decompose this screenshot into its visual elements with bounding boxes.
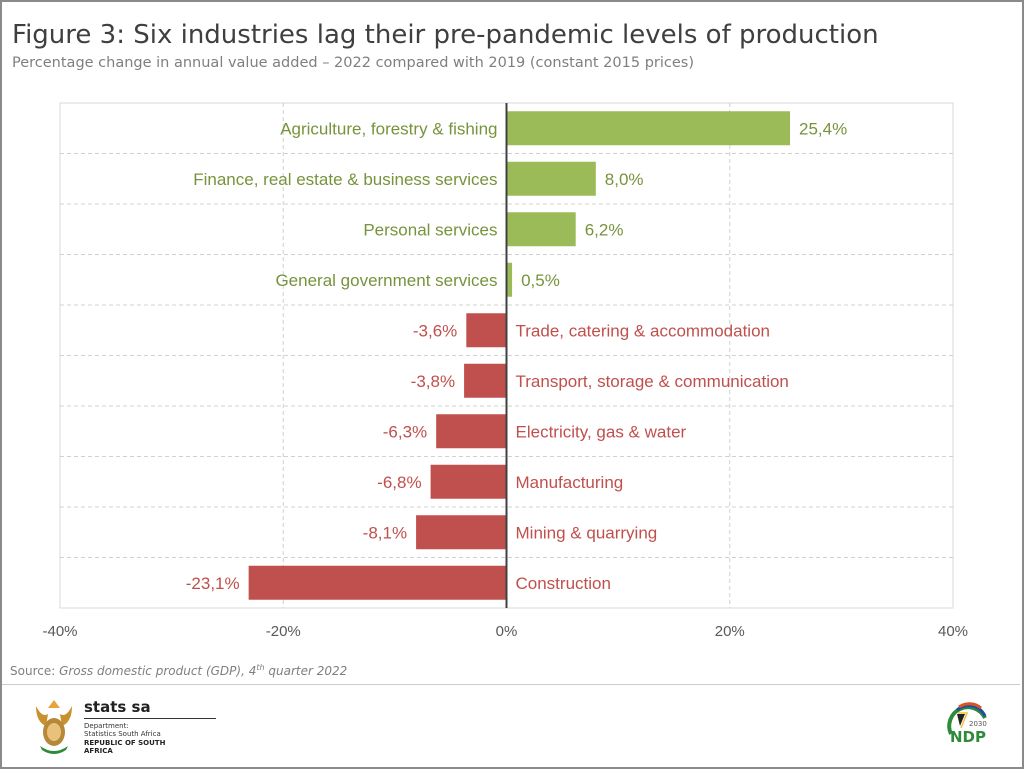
x-tick-label: 0% — [496, 623, 518, 640]
data-label: -8,1% — [363, 523, 407, 542]
ndp-year: 2030 — [969, 720, 987, 728]
x-tick-label: 20% — [715, 623, 745, 640]
bar — [436, 414, 507, 449]
bar — [506, 161, 596, 196]
ndp-text: NDP — [950, 728, 986, 745]
category-label: Personal services — [363, 220, 497, 239]
data-label: -3,8% — [411, 372, 455, 391]
logo-rule — [84, 718, 216, 719]
x-tick-label: -20% — [266, 623, 301, 640]
bar — [248, 565, 507, 600]
bar — [416, 515, 507, 550]
stats-sa-logo: stats sa Department: Statistics South Afr… — [32, 696, 216, 756]
dept-line-1: Department: — [84, 722, 129, 730]
category-label: Manufacturing — [516, 473, 624, 492]
chart-subtitle: Percentage change in annual value added … — [12, 55, 694, 71]
data-label: 8,0% — [605, 170, 644, 189]
data-label: -23,1% — [186, 574, 240, 593]
category-label: Agriculture, forestry & fishing — [280, 119, 497, 138]
data-label: 0,5% — [521, 271, 560, 290]
category-label: Mining & quarrying — [516, 523, 658, 542]
dept-line-2: Statistics South Africa — [84, 730, 161, 738]
source-suffix: quarter 2022 — [264, 664, 348, 678]
source-text: Gross domestic product (GDP), 4 — [59, 664, 257, 678]
category-label: Construction — [516, 574, 611, 593]
category-label: Transport, storage & communication — [516, 372, 789, 391]
bar — [466, 313, 507, 348]
source-sup: th — [256, 663, 265, 672]
x-tick-label: -40% — [42, 623, 77, 640]
ndp-2030-icon: 2030 NDP — [947, 702, 987, 746]
category-label: General government services — [275, 271, 497, 290]
data-label: -6,3% — [383, 422, 427, 441]
stats-sa-name: stats sa — [84, 698, 151, 716]
data-label: 6,2% — [585, 220, 624, 239]
x-tick-label: 40% — [938, 623, 968, 640]
bar — [464, 363, 507, 398]
category-label: Finance, real estate & business services — [193, 170, 497, 189]
category-label: Trade, catering & accommodation — [516, 321, 771, 340]
data-label: -3,6% — [413, 321, 457, 340]
ndp-logo: 2030 NDP — [945, 700, 990, 746]
data-label: -6,8% — [377, 473, 421, 492]
data-label: 25,4% — [799, 119, 847, 138]
footer-divider — [2, 684, 1020, 685]
category-label: Electricity, gas & water — [516, 422, 687, 441]
bar — [506, 212, 576, 247]
coat-of-arms-icon — [36, 700, 72, 754]
source-prefix: Source: — [10, 664, 60, 678]
source-note: Source: Gross domestic product (GDP), 4t… — [10, 663, 347, 678]
bar — [430, 464, 507, 499]
chart-title: Figure 3: Six industries lag their pre-p… — [12, 20, 879, 50]
department-text: Department: Statistics South Africa — [84, 722, 161, 738]
bar — [506, 262, 513, 297]
bar — [506, 111, 791, 146]
country-text: REPUBLIC OF SOUTH AFRICA — [84, 739, 166, 755]
